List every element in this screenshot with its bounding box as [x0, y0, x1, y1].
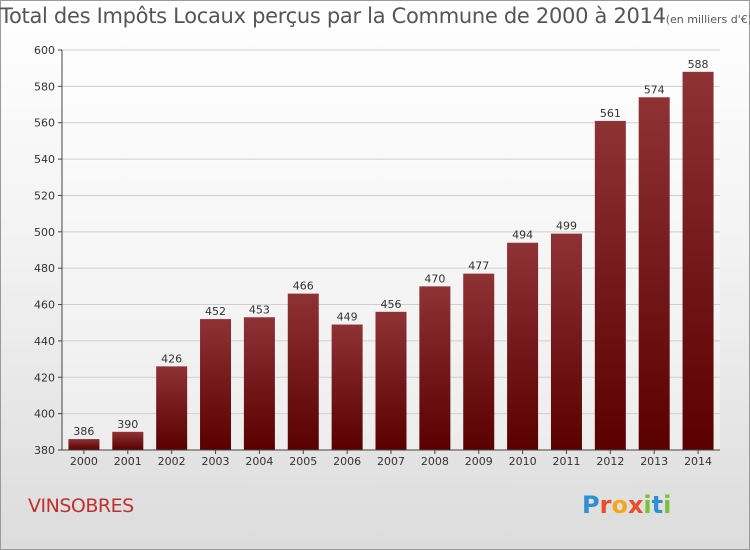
x-tick-label: 2001	[114, 455, 142, 468]
y-tick-label: 540	[34, 153, 55, 166]
unit-note: (en milliers d'€)	[665, 13, 750, 26]
bar-value-label: 494	[512, 229, 533, 242]
y-tick-label: 560	[34, 117, 55, 130]
bar-value-label: 456	[381, 298, 402, 311]
x-tick-label: 2006	[333, 455, 361, 468]
bar	[68, 439, 100, 450]
x-tick-label: 2007	[377, 455, 405, 468]
x-tick-label: 2012	[596, 455, 624, 468]
bar-value-label: 390	[117, 418, 138, 431]
bar-value-label: 588	[688, 58, 709, 71]
y-tick-label: 380	[34, 444, 55, 457]
bar-value-label: 470	[424, 272, 445, 285]
bar	[638, 97, 670, 450]
y-tick-label: 420	[34, 371, 55, 384]
y-tick-label: 500	[34, 226, 55, 239]
x-tick-label: 2000	[70, 455, 98, 468]
y-tick-label: 480	[34, 262, 55, 275]
x-tick-label: 2005	[289, 455, 317, 468]
bar-value-label: 477	[468, 260, 489, 273]
x-tick-label: 2013	[640, 455, 668, 468]
logo-letter: t	[651, 491, 664, 519]
commune-name: VINSOBRES	[28, 495, 134, 517]
bar-value-label: 466	[293, 280, 314, 293]
bar	[682, 71, 714, 451]
bar	[200, 319, 232, 450]
y-tick-label: 400	[34, 408, 55, 421]
x-tick-label: 2003	[202, 455, 230, 468]
x-tick-label: 2010	[509, 455, 537, 468]
bar	[331, 324, 363, 450]
logo-letter: P	[582, 491, 600, 519]
bar	[243, 317, 275, 450]
x-tick-label: 2002	[158, 455, 186, 468]
bar	[375, 311, 407, 450]
bar-value-label: 386	[73, 425, 94, 438]
logo-letter: i	[643, 491, 652, 519]
bar	[594, 120, 626, 450]
bar-value-label: 574	[644, 83, 665, 96]
logo-letter: x	[627, 491, 644, 519]
bar	[463, 273, 495, 450]
y-tick-label: 580	[34, 80, 55, 93]
bar-value-label: 453	[249, 303, 270, 316]
y-tick-label: 440	[34, 335, 55, 348]
x-tick-label: 2009	[465, 455, 493, 468]
logo-letter: r	[599, 491, 612, 519]
bar-value-label: 449	[337, 311, 358, 324]
bar	[287, 293, 319, 450]
logo-letter: i	[663, 491, 672, 519]
bar	[550, 233, 582, 450]
bar-value-label: 426	[161, 352, 182, 365]
y-tick-label: 460	[34, 299, 55, 312]
y-tick-label: 600	[34, 44, 55, 57]
chart-title-block: Total des Impôts Locaux perçus par la Co…	[0, 4, 750, 28]
bar	[156, 366, 188, 450]
x-tick-label: 2004	[245, 455, 273, 468]
y-tick-label: 520	[34, 189, 55, 202]
bar	[507, 242, 539, 450]
bar-value-label: 561	[600, 107, 621, 120]
x-tick-label: 2008	[421, 455, 449, 468]
x-tick-label: 2014	[684, 455, 712, 468]
logo-letter: o	[611, 491, 628, 519]
bar-value-label: 499	[556, 220, 577, 233]
bar-value-label: 452	[205, 305, 226, 318]
x-tick-label: 2011	[552, 455, 580, 468]
bar	[112, 431, 144, 450]
bar	[419, 286, 451, 450]
chart-title: Total des Impôts Locaux perçus par la Co…	[0, 4, 666, 28]
proxiti-logo: Proxiti	[582, 491, 671, 519]
